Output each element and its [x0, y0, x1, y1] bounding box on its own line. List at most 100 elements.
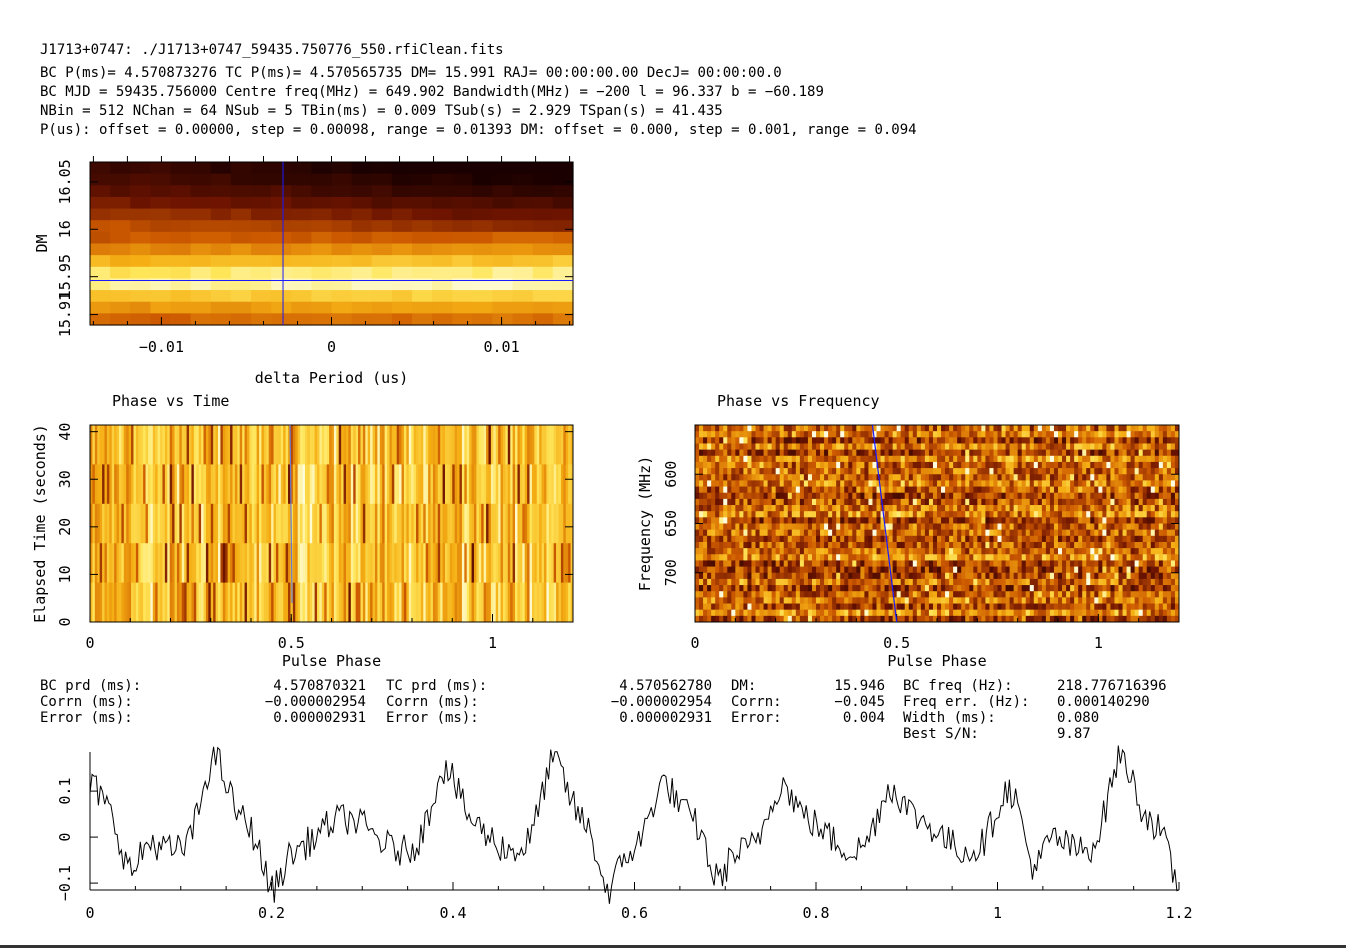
phase-freq-cell	[953, 431, 958, 438]
phase-freq-cell	[731, 591, 736, 598]
dm-period-cell	[110, 185, 131, 198]
phase-freq-cell	[719, 511, 724, 518]
phase-freq-cell	[707, 431, 712, 438]
phase-freq-cell	[864, 498, 869, 506]
phase-time-cell	[420, 543, 424, 584]
phase-freq-cell	[989, 572, 994, 580]
dm-period-cell	[110, 313, 131, 326]
phase-freq-cell	[1142, 541, 1148, 549]
phase-freq-cell	[824, 492, 829, 500]
phase-freq-cell	[932, 517, 938, 524]
phase-freq-cell	[1118, 517, 1124, 524]
phase-freq-cell	[1146, 591, 1152, 598]
phase-freq-cell	[989, 535, 994, 543]
phase-freq-cell	[763, 585, 769, 592]
phase-freq-cell	[981, 449, 986, 457]
phase-freq-cell	[811, 486, 817, 494]
phase-freq-cell	[920, 468, 926, 475]
phase-freq-cell	[731, 554, 736, 561]
phase-freq-cell	[896, 603, 902, 611]
phase-freq-cell	[852, 517, 857, 524]
phase-freq-cell	[1150, 449, 1156, 457]
phase-freq-cell	[937, 449, 942, 457]
phase-freq-cell	[1138, 560, 1144, 568]
phase-freq-cell	[888, 585, 894, 592]
phase-freq-cell	[916, 505, 922, 512]
phase-freq-cell	[795, 529, 801, 537]
dm-period-cell	[432, 266, 453, 280]
phase-freq-cell	[695, 498, 700, 506]
phase-freq-cell	[743, 492, 748, 500]
phase-freq-cell	[1162, 480, 1168, 488]
phase-freq-cell	[1134, 425, 1140, 432]
phase-freq-cell	[791, 572, 797, 580]
phase-time-cell	[478, 464, 482, 505]
phase-time-cell	[208, 582, 212, 623]
phase-freq-cell	[985, 431, 990, 438]
phase-freq-cell	[1001, 486, 1007, 494]
phase-freq-cell	[937, 597, 942, 605]
phase-time-cell	[215, 464, 219, 505]
phase-freq-cell	[1082, 578, 1087, 586]
phase-freq-cell	[763, 468, 769, 475]
phase-freq-cell	[816, 437, 821, 444]
phase-time-cell	[440, 464, 444, 505]
phase-time-cell	[162, 425, 166, 465]
phase-freq-cell	[767, 597, 773, 605]
phase-freq-cell	[1162, 505, 1168, 512]
phase-freq-cell	[872, 461, 877, 469]
phase-time-cell	[174, 543, 178, 584]
phase-freq-cell	[820, 455, 825, 463]
phase-time-cell	[556, 425, 560, 465]
phase-time-cell	[217, 425, 221, 465]
phase-time-cell	[271, 582, 275, 623]
phase-time-cell	[321, 503, 325, 544]
phase-time-cell	[486, 464, 489, 505]
phase-freq-cell	[1017, 498, 1023, 506]
phase-time-cell	[227, 425, 231, 465]
phase-freq-cell	[840, 455, 845, 463]
phase-freq-cell	[965, 541, 970, 549]
phase-freq-cell	[1150, 578, 1156, 586]
phase-freq-cell	[699, 548, 704, 555]
dm-period-cell	[412, 162, 433, 175]
dm-period-cell	[130, 231, 151, 245]
phase-freq-cell	[1126, 535, 1132, 543]
phase-freq-cell	[868, 425, 873, 432]
phase-freq-cell	[1102, 431, 1107, 438]
phase-freq-cell	[1106, 541, 1111, 549]
phase-freq-cell	[916, 566, 922, 574]
phase-freq-cell	[715, 603, 720, 611]
phase-freq-cell	[989, 548, 994, 555]
phase-time-cell	[239, 425, 243, 465]
phase-freq-cell	[840, 554, 845, 561]
dm-period-cell	[210, 231, 232, 245]
phase-freq-cell	[1001, 431, 1007, 438]
phase-freq-cell	[1126, 437, 1132, 444]
phase-freq-cell	[977, 572, 982, 580]
phase-time-cell	[473, 543, 477, 584]
phase-freq-cell	[941, 474, 946, 481]
phase-time-cell	[275, 464, 279, 505]
phase-time-cell	[512, 582, 516, 623]
phase-freq-cell	[868, 455, 873, 463]
phase-time-cell	[382, 425, 386, 465]
phase-time-cell	[215, 425, 219, 465]
phase-freq-cell	[1017, 560, 1023, 568]
phase-freq-cell	[961, 535, 966, 543]
phase-freq-cell	[715, 517, 720, 524]
phase-freq-cell	[828, 529, 833, 537]
phase-freq-cell	[828, 578, 833, 586]
phase-freq-cell	[1090, 523, 1095, 531]
phase-freq-cell	[1138, 468, 1144, 475]
phase-freq-cell	[767, 480, 773, 488]
phase-freq-cell	[1170, 505, 1176, 512]
phase-freq-cell	[876, 554, 882, 561]
phase-freq-cell	[743, 585, 748, 592]
phase-freq-cell	[848, 480, 853, 488]
phase-freq-cell	[1174, 443, 1180, 451]
phase-freq-cell	[961, 468, 966, 475]
dm-period-ylabel: DM	[33, 234, 51, 252]
phase-freq-cell	[969, 529, 974, 537]
phase-freq-cell	[1174, 578, 1180, 586]
